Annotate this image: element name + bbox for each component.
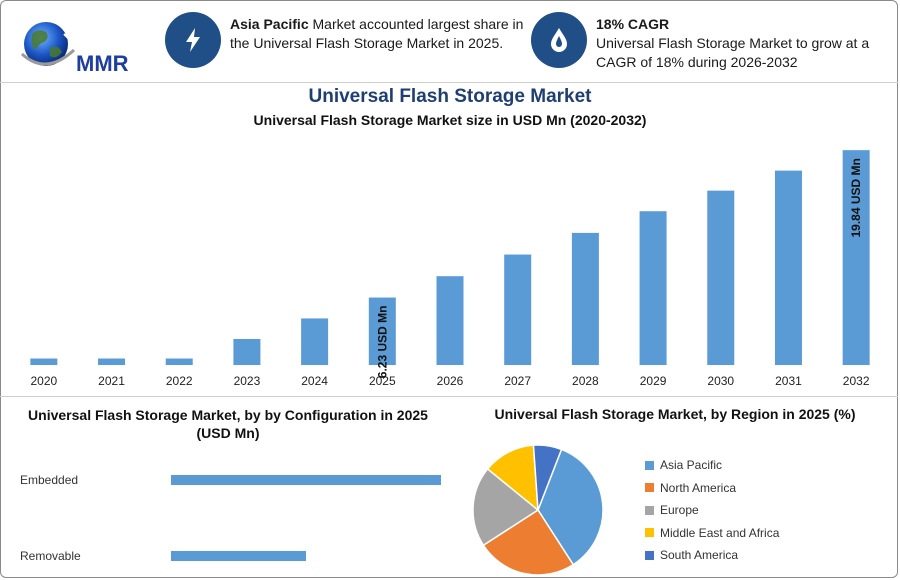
- bar-2024: [301, 318, 329, 365]
- bar-2022: [165, 358, 193, 365]
- section-divider: [0, 396, 898, 397]
- bar-2023: [233, 339, 261, 365]
- legend-label: Europe: [660, 503, 699, 518]
- x-tick-label: 2028: [572, 374, 599, 388]
- pie-slice-asia-pacific: [537, 448, 604, 566]
- x-tick-label: 2021: [98, 374, 125, 388]
- x-tick-label: 2026: [437, 374, 464, 388]
- bar-removable: [171, 551, 306, 561]
- info-asia-pacific-bold: Asia Pacific: [230, 16, 309, 32]
- legend-label: North America: [660, 480, 737, 495]
- bar-2029: [639, 211, 667, 365]
- logo-text: MMR: [76, 51, 129, 76]
- chart-subtitle: Universal Flash Storage Market size in U…: [253, 112, 647, 128]
- region-legend: Asia Pacific North America Europe Middle Ea…: [645, 454, 779, 567]
- info-asia-pacific: Asia Pacific Market accounted largest sh…: [230, 15, 525, 53]
- legend-label: Middle East and Africa: [660, 525, 780, 540]
- pie-slice-south-america: [532, 444, 563, 511]
- pie-slice-north-america: [482, 508, 575, 576]
- drop-icon: [531, 12, 587, 68]
- legend-item: Asia Pacific: [645, 454, 779, 477]
- data-label-2025: 6.23 USD Mn: [375, 306, 389, 379]
- header-divider: [0, 82, 898, 83]
- x-tick-label: 2025: [369, 374, 396, 388]
- x-tick-label: 2029: [640, 374, 667, 388]
- x-tick-label: 2031: [775, 374, 802, 388]
- category-label-removable: Removable: [20, 549, 81, 563]
- info-cagr: 18% CAGR Universal Flash Storage Market t…: [596, 15, 886, 72]
- bar-2026: [436, 276, 464, 365]
- x-tick-label: 2023: [234, 374, 261, 388]
- region-chart-title: Universal Flash Storage Market, by Regio…: [494, 406, 856, 422]
- region-pie-chart: [472, 444, 604, 576]
- legend-swatch: [645, 483, 654, 493]
- bar-2025: [368, 297, 396, 365]
- x-tick-label: 2022: [166, 374, 193, 388]
- legend-item: North America: [645, 477, 779, 500]
- info-asia-pacific-text: Market accounted largest share in the Un…: [230, 16, 524, 51]
- bar-2028: [571, 232, 599, 365]
- bar-2027: [504, 254, 532, 365]
- legend-label: Asia Pacific: [660, 458, 723, 473]
- x-tick-label: 2030: [707, 374, 734, 388]
- x-tick-label: 2032: [843, 374, 870, 388]
- info-cagr-text: Universal Flash Storage Market to grow a…: [596, 35, 870, 70]
- page-title: Universal Flash Storage Market: [308, 86, 592, 107]
- bar-2020: [30, 358, 58, 365]
- x-tick-label: 2027: [504, 374, 531, 388]
- legend-label: South America: [660, 548, 739, 563]
- legend-swatch: [645, 550, 654, 560]
- legend-swatch: [645, 528, 654, 538]
- legend-swatch: [645, 460, 654, 470]
- category-label-embedded: Embedded: [20, 473, 78, 487]
- lightning-icon: [165, 12, 221, 68]
- x-tick-label: 2020: [30, 374, 57, 388]
- bar-2030: [707, 190, 735, 365]
- bar-embedded: [171, 475, 441, 485]
- legend-item: South America: [645, 544, 779, 567]
- configuration-bar-chart: Embedded Removable: [20, 473, 441, 563]
- x-tick-label: 2024: [301, 374, 328, 388]
- data-label-2032: 19.84 USD Mn: [849, 158, 863, 237]
- mmr-logo: MMR: [20, 22, 129, 76]
- legend-swatch: [645, 505, 654, 515]
- configuration-chart-title: Universal Flash Storage Market, by by Co…: [28, 407, 428, 441]
- bar-2031: [774, 170, 802, 365]
- bar-2032: [842, 150, 870, 365]
- bar-2021: [98, 358, 126, 365]
- info-cagr-bold: 18% CAGR: [596, 16, 670, 32]
- legend-item: Middle East and Africa: [645, 522, 779, 545]
- legend-item: Europe: [645, 499, 779, 522]
- pie-slice-europe: [472, 467, 540, 547]
